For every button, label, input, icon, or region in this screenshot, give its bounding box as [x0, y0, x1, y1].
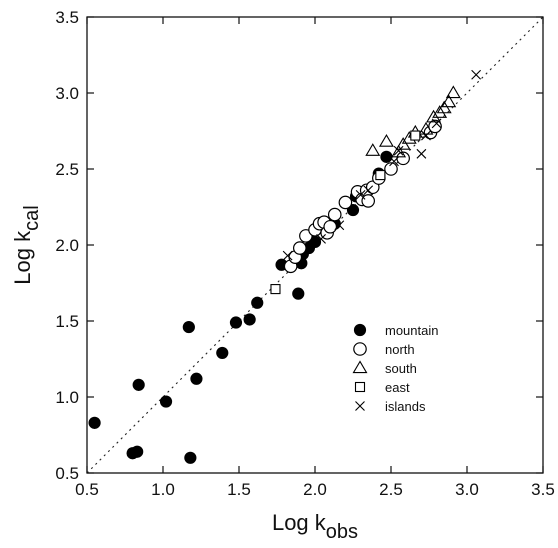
legend-marker-south	[352, 360, 368, 374]
mountain-point	[132, 378, 145, 391]
north-point	[338, 195, 353, 210]
x-tick-label: 2.5	[379, 480, 403, 499]
mountain-point	[380, 150, 393, 163]
x-axis-title: Log kobs	[272, 510, 358, 543]
south-point	[436, 100, 452, 114]
east-point	[410, 130, 421, 141]
x-tick-label: 2.0	[303, 480, 327, 499]
mountain-point	[251, 296, 264, 309]
north-point	[292, 241, 307, 255]
mountain-point	[184, 451, 197, 464]
islands-point	[393, 145, 404, 156]
y-axis-title: Log kcal	[10, 205, 43, 284]
south-point	[418, 121, 434, 135]
axes: 0.5 1.0 1.5 2.0 2.5 3.0 3.5 0.5 1.0 1.5 2.0 2.5 3.0 3…	[10, 8, 555, 543]
islands-point	[282, 250, 293, 261]
series-south	[365, 85, 461, 158]
islands-point	[316, 234, 326, 244]
north-point	[327, 207, 342, 222]
islands-point	[389, 156, 399, 167]
y-tick-label: 1.5	[55, 312, 79, 331]
series-east	[270, 130, 421, 295]
east-point	[375, 170, 386, 181]
legend-label-mountain: mountain	[385, 323, 438, 338]
legend: mountain north south east islands	[352, 323, 438, 414]
islands-point	[431, 118, 442, 129]
mountain-point	[243, 313, 256, 326]
islands-point	[334, 220, 345, 231]
mountain-point	[229, 316, 243, 329]
north-point	[384, 162, 398, 176]
legend-entry-north: north	[353, 342, 415, 357]
south-point	[378, 134, 394, 147]
mountain-point	[159, 395, 173, 408]
legend-marker-east	[354, 381, 366, 393]
legend-marker-north	[353, 342, 367, 356]
south-point	[445, 85, 461, 99]
legend-marker-mountain	[353, 323, 367, 337]
series-islands	[282, 69, 482, 261]
north-point	[428, 119, 442, 134]
mountain-point	[131, 445, 144, 458]
x-tick-label: 3.0	[455, 480, 479, 499]
plot-area	[86, 16, 544, 474]
legend-marker-islands	[355, 401, 365, 411]
y-tick-label: 1.0	[55, 388, 79, 407]
x-tick-label: 0.5	[75, 480, 99, 499]
legend-entry-mountain: mountain	[353, 323, 438, 338]
y-tick-label: 3.0	[55, 84, 79, 103]
south-point	[432, 105, 448, 118]
x-tick-label: 1.0	[151, 480, 175, 499]
south-point	[426, 109, 442, 123]
east-point	[270, 284, 281, 295]
mountain-point	[216, 346, 229, 360]
y-tick-label: 0.5	[55, 464, 79, 483]
mountain-point	[190, 372, 203, 385]
x-tick-label: 3.5	[531, 480, 555, 499]
legend-label-islands: islands	[385, 399, 426, 414]
north-point	[323, 219, 337, 234]
legend-entry-south: south	[352, 360, 417, 376]
islands-point	[416, 148, 427, 159]
legend-label-north: north	[385, 342, 415, 357]
legend-label-east: east	[385, 380, 410, 395]
mountain-point	[88, 416, 101, 429]
y-tick-label: 2.0	[55, 236, 79, 255]
south-point	[441, 94, 457, 108]
mountain-point	[292, 287, 305, 300]
islands-point	[421, 130, 431, 141]
islands-point	[363, 185, 374, 196]
y-tick-label: 2.5	[55, 160, 79, 179]
south-point	[391, 144, 407, 158]
x-tick-label: 1.5	[227, 480, 251, 499]
islands-point	[355, 189, 366, 200]
south-point	[365, 143, 381, 156]
south-point	[395, 137, 411, 150]
legend-label-south: south	[385, 361, 417, 376]
islands-point	[471, 69, 482, 80]
legend-entry-east: east	[354, 380, 410, 395]
north-point	[361, 194, 375, 208]
mountain-point	[182, 320, 195, 334]
legend-entry-islands: islands	[355, 399, 426, 414]
y-tick-label: 3.5	[55, 8, 79, 27]
